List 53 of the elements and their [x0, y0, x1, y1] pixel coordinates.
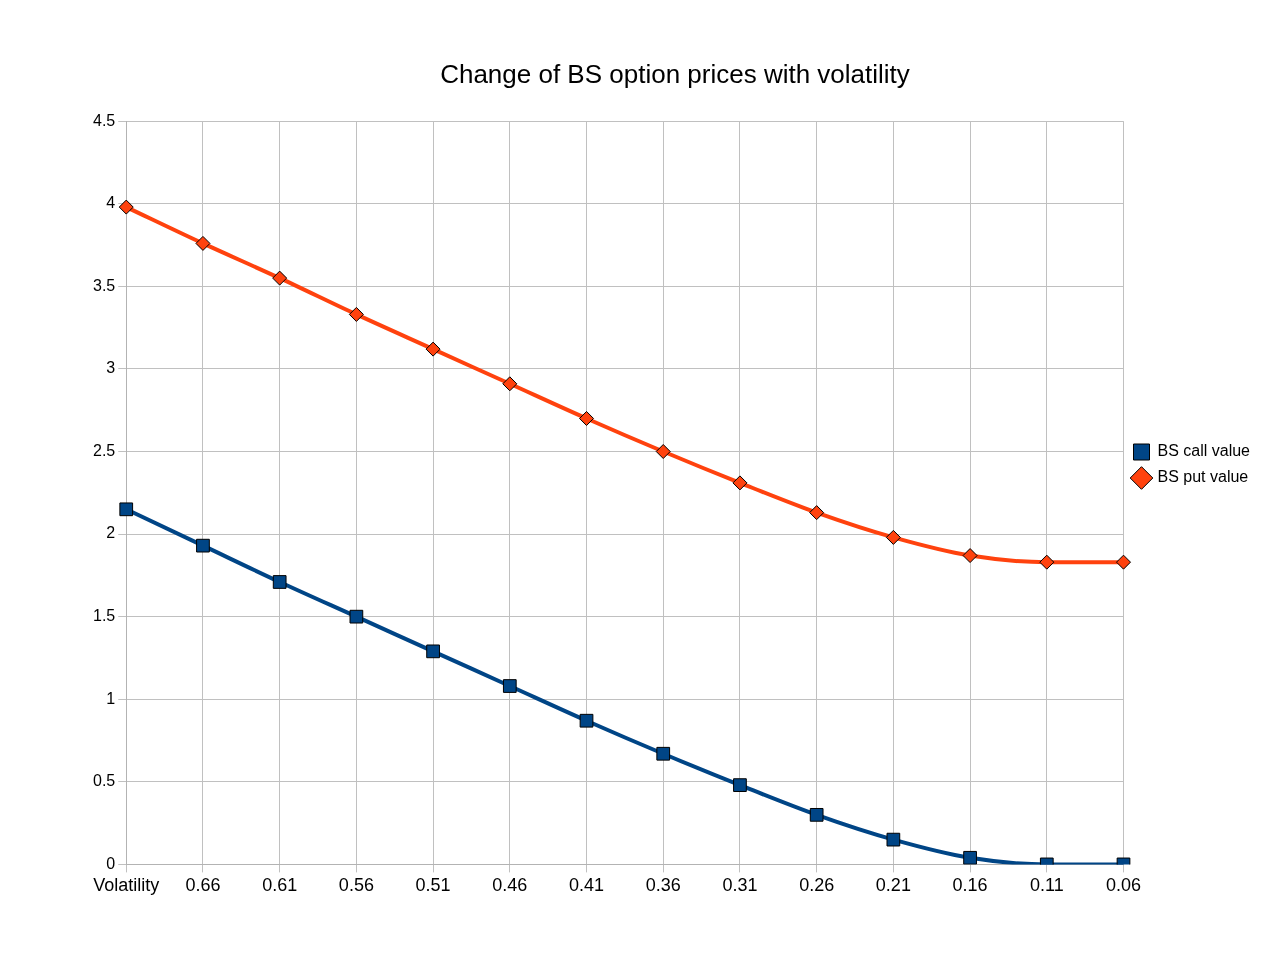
- legend-label: BS call value: [1157, 442, 1251, 460]
- point: [963, 850, 977, 865]
- y-tick-label: 0.5: [92, 772, 116, 790]
- x-tick-label: Volatility: [93, 875, 160, 896]
- point: [426, 644, 440, 659]
- y-tick-label: 1: [106, 689, 116, 707]
- x-tick-label: 0.56: [338, 875, 374, 896]
- x-tick-label: 0.46: [492, 875, 528, 896]
- point: [1039, 554, 1055, 570]
- point: [502, 679, 517, 693]
- y-tick-label: 3.5: [92, 276, 116, 294]
- x-tick-label: 0.36: [645, 875, 681, 896]
- point: [1116, 554, 1132, 570]
- point: [885, 529, 901, 545]
- point: [118, 199, 134, 215]
- x-tick-label: 0.11: [1029, 875, 1064, 896]
- point: [732, 475, 748, 491]
- point: [272, 575, 287, 589]
- point: [195, 235, 211, 251]
- point: [809, 807, 824, 822]
- x-tick-label: 0.06: [1105, 875, 1142, 896]
- y-tick-label: 4.5: [92, 111, 116, 129]
- y-tick-label: 2.5: [92, 441, 116, 459]
- x-tick-label: 0.31: [722, 875, 758, 896]
- y-tick-label: 3: [106, 359, 116, 377]
- x-tick-label: 0.41: [569, 875, 605, 896]
- x-tick-label: 0.16: [952, 875, 988, 896]
- point: [809, 505, 825, 521]
- point: [502, 376, 518, 392]
- point: [579, 410, 595, 426]
- y-tick-label: 2: [106, 524, 116, 542]
- point: [655, 444, 671, 460]
- x-tick-label: 0.66: [185, 875, 221, 896]
- y-tick-label: 1.5: [92, 607, 116, 625]
- y-tick-label: 4: [106, 194, 116, 212]
- y-tick-label: 0: [106, 854, 116, 872]
- point: [349, 609, 364, 624]
- x-tick-label: 0.21: [875, 875, 911, 896]
- point: [348, 306, 364, 322]
- point: [425, 341, 441, 357]
- x-tick-label: 0.51: [415, 875, 451, 896]
- point: [656, 746, 671, 761]
- point: [119, 502, 134, 517]
- x-tick-label: 0.26: [799, 875, 835, 896]
- chart-title: Change of BS option prices with volatility: [440, 58, 910, 89]
- point: [196, 538, 210, 553]
- point: [886, 832, 901, 847]
- point: [962, 548, 978, 564]
- point: [579, 713, 594, 728]
- point: [733, 778, 747, 792]
- legend-label: BS put value: [1157, 468, 1249, 486]
- point: [272, 270, 288, 286]
- x-tick-label: 0.61: [262, 875, 298, 896]
